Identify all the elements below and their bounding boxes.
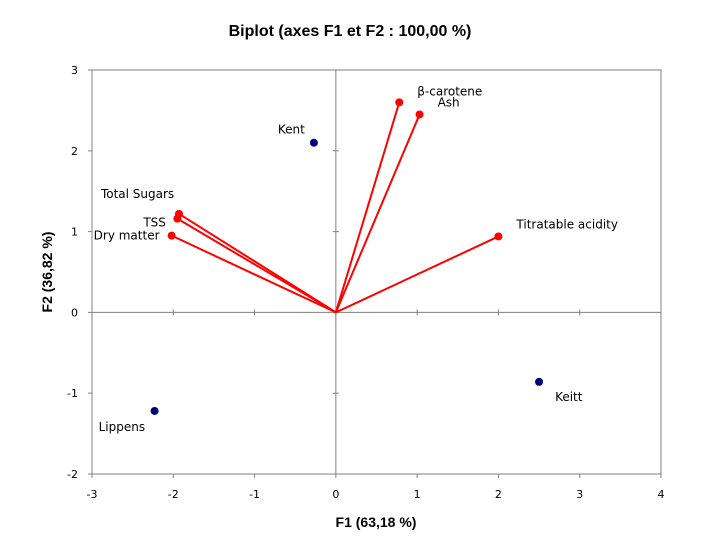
vector-label-titratable-acidity: Titratable acidity — [515, 217, 618, 231]
x-axis-title: F1 (63,18 %) — [336, 514, 417, 530]
vector-label-dry-matter: Dry matter — [94, 229, 160, 243]
x-tick-label: -1 — [249, 488, 260, 501]
vector-point-titratable-acidity — [494, 232, 503, 241]
x-tick-label: 2 — [495, 488, 502, 501]
x-tick-label: -2 — [168, 488, 179, 501]
vector-ash — [334, 114, 421, 313]
vector-dry-matter — [171, 234, 337, 314]
x-tick-label: 1 — [414, 488, 421, 501]
y-tick-label: 2 — [71, 145, 78, 158]
chart-title: Biplot (axes F1 et F2 : 100,00 %) — [229, 23, 472, 40]
vector-label-ash: Ash — [438, 95, 460, 109]
vector-point-tss — [173, 214, 182, 223]
observation-label-kent: Kent — [278, 123, 305, 137]
observation-label-keitt: Keitt — [555, 390, 583, 404]
y-tick-label: 0 — [71, 306, 78, 319]
vector-titratable-acidity — [335, 235, 499, 314]
x-tick-label: 4 — [658, 488, 665, 501]
vector-tss — [176, 217, 337, 314]
y-tick-label: -2 — [67, 468, 78, 481]
x-tick-label: 0 — [332, 488, 339, 501]
y-axis-title: F2 (36,82 %) — [39, 232, 55, 313]
plot-marks: -3 -2 -1 0 1 2 3 4 -2 -1 0 1 2 3 Kent Keitt Lippens β-car… — [67, 64, 664, 501]
vector-point-ash — [415, 110, 424, 119]
observation-point-lippens — [150, 406, 159, 415]
y-tick-label: 1 — [71, 226, 78, 239]
vector-label-tss: TSS — [142, 216, 166, 230]
plot-area-frame — [91, 69, 662, 475]
x-tick-label: -3 — [87, 488, 98, 501]
y-tick-label: -1 — [67, 387, 78, 400]
x-tick-label: 3 — [576, 488, 583, 501]
observation-point-keitt — [535, 377, 544, 386]
vector-point-carotene — [395, 98, 404, 107]
vector-carotene — [334, 102, 401, 313]
y-tick-label: 3 — [71, 64, 78, 77]
vector-label-carotene: β-carotene — [417, 84, 482, 98]
observation-point-kent — [309, 138, 318, 147]
observation-label-lippens: Lippens — [99, 420, 146, 434]
vector-label-total-sugars: Total Sugars — [100, 187, 174, 201]
vector-point-dry-matter — [167, 231, 176, 240]
